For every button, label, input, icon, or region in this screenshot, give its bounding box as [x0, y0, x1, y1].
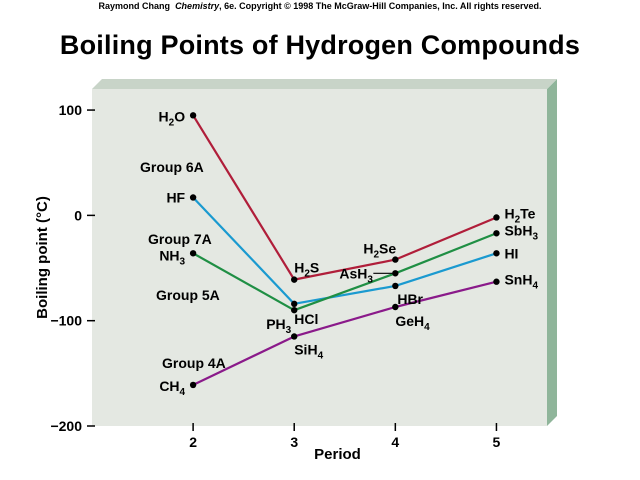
data-point	[291, 333, 298, 340]
compound-label: SbH3​	[504, 222, 538, 242]
y-axis-label: Boiling point (°C)	[34, 196, 51, 319]
data-point	[291, 306, 298, 314]
y-tick-label: 100	[59, 102, 83, 118]
data-point	[392, 256, 399, 263]
compound-label: AsH3​	[339, 265, 373, 285]
compound-label: NH3​	[159, 247, 185, 267]
data-point	[493, 250, 500, 257]
data-point	[392, 303, 399, 311]
y-tick-label: 0	[74, 207, 82, 223]
data-point	[189, 112, 197, 119]
series-line	[192, 280, 497, 386]
series-lines	[192, 114, 497, 386]
compound-label: HI	[504, 245, 518, 261]
series-name-label: Group 5A	[156, 287, 220, 303]
copyright-author: Raymond Chang	[98, 1, 171, 11]
data-point	[493, 214, 500, 221]
chart-labels: H2​O H2​S H2​Se H2​Te HF HCl HBr HI NH3​ PH3​ AsH3…	[140, 108, 538, 398]
data-point	[392, 282, 399, 290]
compound-label: H2​O	[159, 108, 186, 128]
y-tick-label: −100	[50, 313, 82, 329]
copyright-book-title: Chemistry	[175, 1, 220, 11]
panel-top-face	[92, 79, 557, 89]
plot-area	[92, 89, 547, 426]
data-point	[189, 194, 197, 201]
data-point	[291, 276, 298, 283]
x-axis-label: Period	[314, 446, 361, 463]
x-tick-label: 5	[493, 434, 501, 450]
compound-label: H2​S	[294, 260, 319, 280]
x-tick-label: 2	[189, 434, 197, 450]
series-name-label: Group 7A	[148, 231, 212, 247]
data-point	[189, 381, 197, 389]
series-line	[192, 196, 497, 305]
compound-label: HBr	[397, 291, 423, 307]
compound-label: GeH4​	[395, 313, 430, 333]
data-points	[189, 112, 500, 389]
x-tick-label: 4	[391, 434, 399, 450]
compound-label: SnH4​	[504, 272, 538, 292]
x-tick-label: 3	[290, 434, 298, 450]
compound-label: CH4​	[159, 378, 185, 398]
compound-label: H2​Se	[363, 241, 396, 261]
series-line	[192, 114, 497, 281]
series-name-label: Group 4A	[162, 355, 226, 371]
copyright-line: Raymond Chang Chemistry, 6e. Copyright ©…	[0, 1, 640, 11]
compound-label: HCl	[294, 311, 318, 327]
series-line	[192, 232, 497, 312]
chart-title: Boiling Points of Hydrogen Compounds	[59, 30, 581, 60]
data-point	[493, 278, 500, 285]
compound-label: SiH4​	[294, 341, 323, 361]
compound-label: H2​Te	[504, 205, 535, 225]
panel-right-face	[547, 79, 557, 426]
data-point	[493, 230, 500, 237]
series-name-label: Group 6A	[140, 159, 204, 175]
plot-panel	[92, 79, 557, 426]
axes: 100 0 −100 −200 2 3 4 5 Period Boiling point (°C)	[34, 102, 501, 463]
data-point	[189, 250, 197, 257]
y-tick-label: −200	[50, 418, 82, 434]
copyright-notice: , 6e. Copyright © 1998 The McGraw-Hill C…	[219, 1, 542, 11]
data-point	[291, 300, 298, 308]
compound-label: HF	[166, 189, 185, 205]
compound-label: PH3​	[266, 316, 291, 336]
data-point	[392, 270, 399, 277]
